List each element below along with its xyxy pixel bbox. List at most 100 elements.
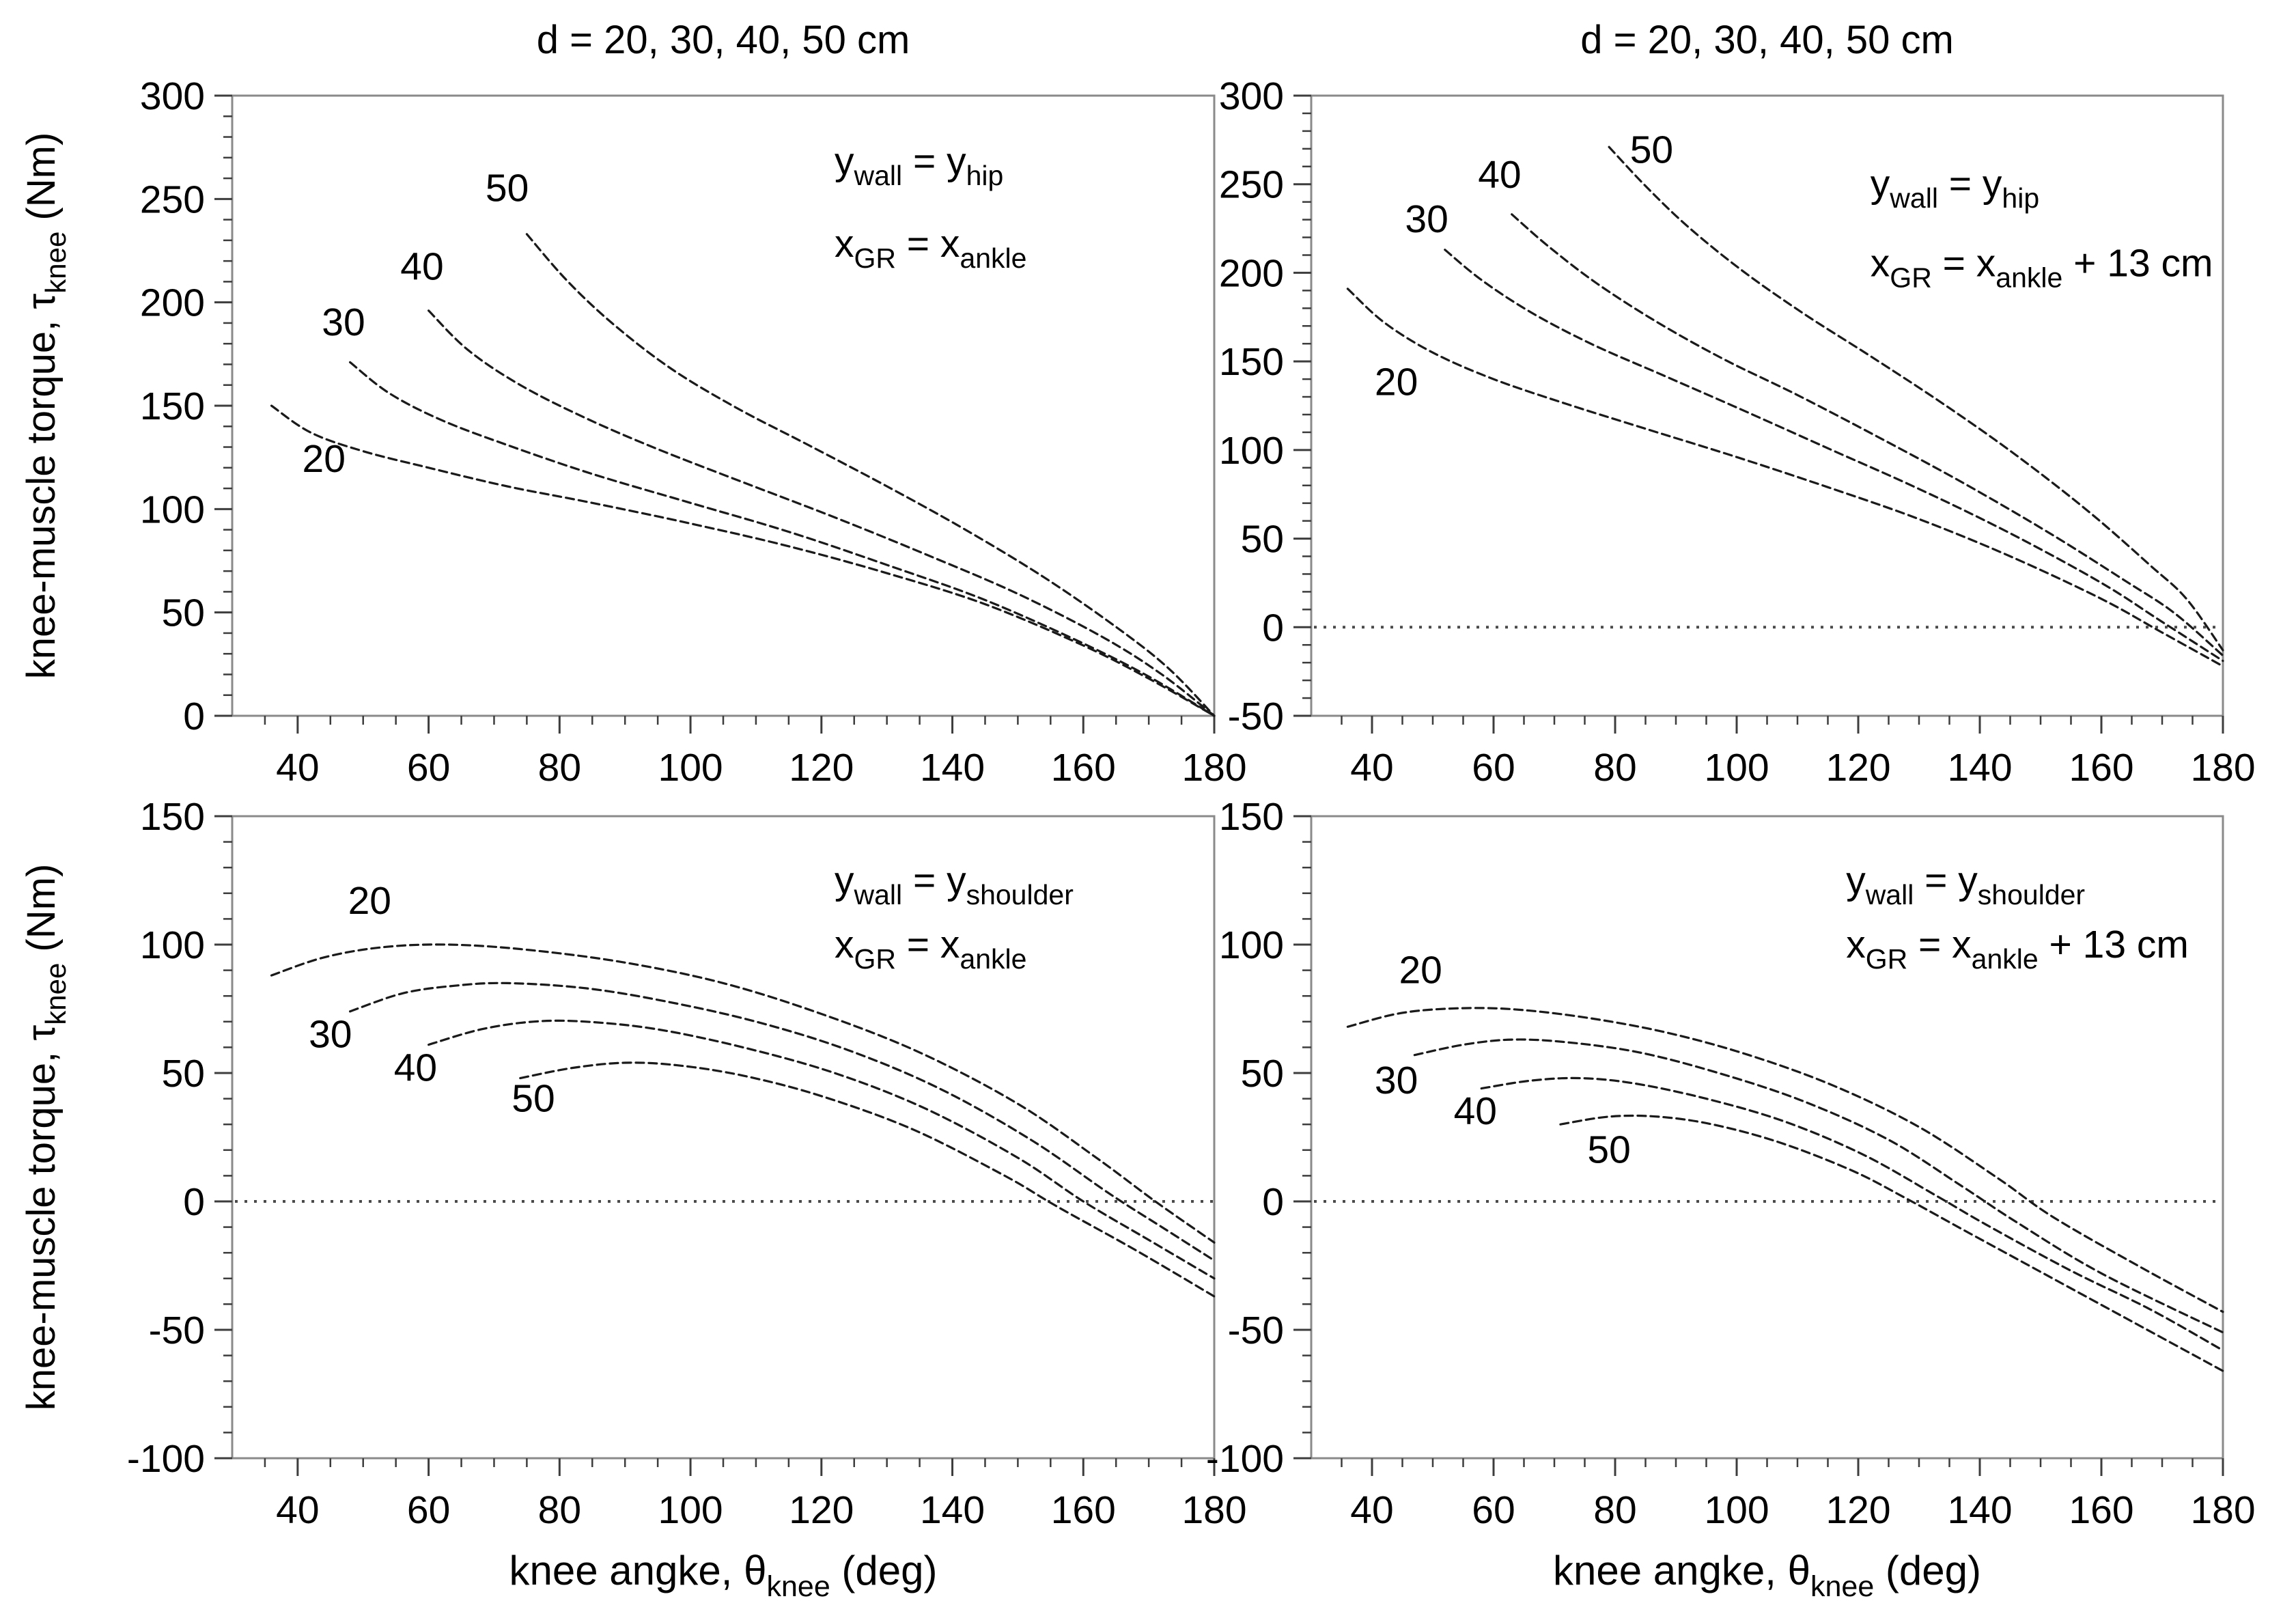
top-left-x-tick-label: 80	[538, 746, 581, 790]
top-right-series-d40-curve	[1511, 213, 2224, 657]
top-left-series-d20-curve	[270, 404, 1216, 717]
top-left-chart-title: d = 20, 30, 40, 50 cm	[537, 18, 910, 62]
bottom-right-y-tick-label: 100	[1219, 923, 1284, 967]
bottom-left-x-axis-title: knee angke, θknee (deg)	[509, 1548, 938, 1603]
top-left-series-d20-label: 20	[303, 437, 346, 481]
top-left-series-d50-curve	[525, 233, 1216, 717]
bottom-left-x-tick-label: 60	[407, 1488, 450, 1532]
bottom-left-x-tick-label: 160	[1051, 1488, 1116, 1532]
bottom-left-series-d30-label: 30	[309, 1012, 352, 1056]
bottom-right-x-tick-label: 100	[1704, 1488, 1769, 1532]
bottom-left-x-tick-label: 120	[789, 1488, 854, 1532]
top-right-y-tick-label: 250	[1219, 163, 1284, 207]
top-right-x-tick-label: 40	[1350, 746, 1393, 790]
top-right-x-tick-label: 80	[1593, 746, 1636, 790]
top-right-series-d20-curve	[1346, 288, 2224, 667]
bottom-left-series-d40-label: 40	[394, 1046, 437, 1089]
top-right-series-d50-curve	[1608, 145, 2224, 652]
bottom-right-plot-frame	[1310, 815, 2224, 1460]
bottom-right-x-tick-label: 40	[1350, 1488, 1393, 1532]
bottom-left-series-d50-label: 50	[512, 1076, 555, 1120]
top-left-x-tick-label: 100	[658, 746, 723, 790]
bottom-left-x-tick-label: 40	[276, 1488, 319, 1532]
top-right-y-tick-label: 200	[1219, 251, 1284, 295]
bottom-right-x-tick-label: 160	[2069, 1488, 2133, 1532]
bottom-left-x-tick-label: 80	[538, 1488, 581, 1532]
top-left-annotation-1: ywall = yhip	[835, 139, 1003, 191]
bottom-left-series-d20-label: 20	[348, 879, 391, 923]
top-right-y-tick-label: 0	[1262, 606, 1284, 650]
top-left-y-tick-label: 150	[140, 385, 205, 428]
bottom-right-series-d20-label: 20	[1399, 948, 1442, 992]
bottom-right-series-d30-label: 30	[1375, 1059, 1418, 1102]
bottom-left-series-d20-curve	[270, 943, 1216, 1244]
bottom-left-annotation-1: ywall = yshoulder	[835, 859, 1074, 910]
top-right-x-tick-label: 180	[2190, 746, 2255, 790]
bottom-left-x-tick-label: 180	[1181, 1488, 1246, 1532]
bottom-right-y-tick-label: 0	[1262, 1180, 1284, 1224]
top-right-x-tick-label: 140	[1947, 746, 2012, 790]
bottom-right-annotation-1: ywall = yshoulder	[1846, 859, 2085, 910]
bottom-left-series-d50-curve	[519, 1061, 1216, 1298]
bottom-right-y-tick-label: 150	[1219, 795, 1284, 839]
bottom-right-x-tick-label: 140	[1947, 1488, 2012, 1532]
top-left-y-tick-label: 100	[140, 488, 205, 531]
top-left-series-d40-curve	[428, 309, 1216, 717]
bottom-left-y-axis-title: knee-muscle torque, τknee (Nm)	[19, 864, 72, 1411]
top-left-series-d30-curve	[349, 361, 1216, 717]
bottom-right-series-d50-curve	[1559, 1114, 2224, 1372]
bottom-left-y-tick-label: 0	[183, 1180, 205, 1224]
top-left-annotation-2: xGR = xankle	[835, 222, 1026, 274]
top-left-series-d30-label: 30	[322, 301, 365, 344]
top-right-series-d50-label: 50	[1630, 128, 1673, 172]
bottom-left-y-tick-label: 150	[140, 795, 205, 839]
bottom-left-series-d40-curve	[428, 1019, 1216, 1280]
bottom-right-y-tick-label: -100	[1206, 1437, 1284, 1481]
top-right-series-d30-curve	[1444, 249, 2224, 663]
bottom-left-y-tick-label: -50	[149, 1309, 205, 1352]
bottom-right-x-tick-label: 120	[1825, 1488, 1890, 1532]
bottom-right-x-axis-title: knee angke, θknee (deg)	[1553, 1548, 1981, 1603]
bottom-left-series-d30-curve	[349, 981, 1216, 1262]
top-right-x-tick-label: 60	[1472, 746, 1515, 790]
top-left-x-tick-label: 160	[1051, 746, 1116, 790]
top-right-annotation-1: ywall = yhip	[1871, 162, 2039, 214]
top-right-y-tick-label: -50	[1228, 695, 1284, 738]
bottom-right-y-tick-label: 50	[1241, 1052, 1284, 1096]
top-right-chart-title: d = 20, 30, 40, 50 cm	[1580, 18, 1954, 62]
bottom-right-series-d40-curve	[1480, 1076, 2224, 1352]
bottom-left-y-tick-label: -100	[127, 1437, 205, 1481]
top-right-series-d20-label: 20	[1375, 360, 1418, 404]
bottom-left-x-tick-label: 140	[920, 1488, 985, 1532]
top-left-x-tick-label: 60	[407, 746, 450, 790]
top-right-y-tick-label: 100	[1219, 429, 1284, 473]
bottom-right-x-tick-label: 60	[1472, 1488, 1515, 1532]
top-left-series-d40-label: 40	[400, 245, 443, 288]
top-left-x-tick-label: 140	[920, 746, 985, 790]
top-left-y-tick-label: 300	[140, 74, 205, 118]
top-left-y-tick-label: 50	[162, 591, 205, 635]
top-left-y-tick-label: 250	[140, 178, 205, 221]
top-right-series-d40-label: 40	[1478, 153, 1521, 197]
bottom-right-y-tick-label: -50	[1228, 1309, 1284, 1352]
top-left-x-tick-label: 180	[1181, 746, 1246, 790]
top-right-plot-frame	[1310, 94, 2224, 717]
top-left-y-tick-label: 0	[183, 695, 205, 738]
bottom-left-annotation-2: xGR = xankle	[835, 923, 1026, 975]
top-left-y-tick-label: 200	[140, 281, 205, 325]
bottom-left-x-tick-label: 100	[658, 1488, 723, 1532]
bottom-right-x-tick-label: 180	[2190, 1488, 2255, 1532]
bottom-right-x-tick-label: 80	[1593, 1488, 1636, 1532]
top-left-plot-frame	[231, 94, 1216, 717]
bottom-right-series-d40-label: 40	[1454, 1089, 1497, 1133]
bottom-right-series-d30-curve	[1413, 1038, 2224, 1334]
bottom-right-series-d50-label: 50	[1587, 1128, 1630, 1172]
top-right-x-tick-label: 100	[1704, 746, 1769, 790]
top-right-annotation-2: xGR = xankle + 13 cm	[1871, 242, 2213, 294]
top-right-y-tick-label: 150	[1219, 340, 1284, 384]
top-right-y-tick-label: 50	[1241, 518, 1284, 561]
top-right-series-d30-label: 30	[1405, 197, 1448, 241]
top-right-x-tick-label: 120	[1825, 746, 1890, 790]
